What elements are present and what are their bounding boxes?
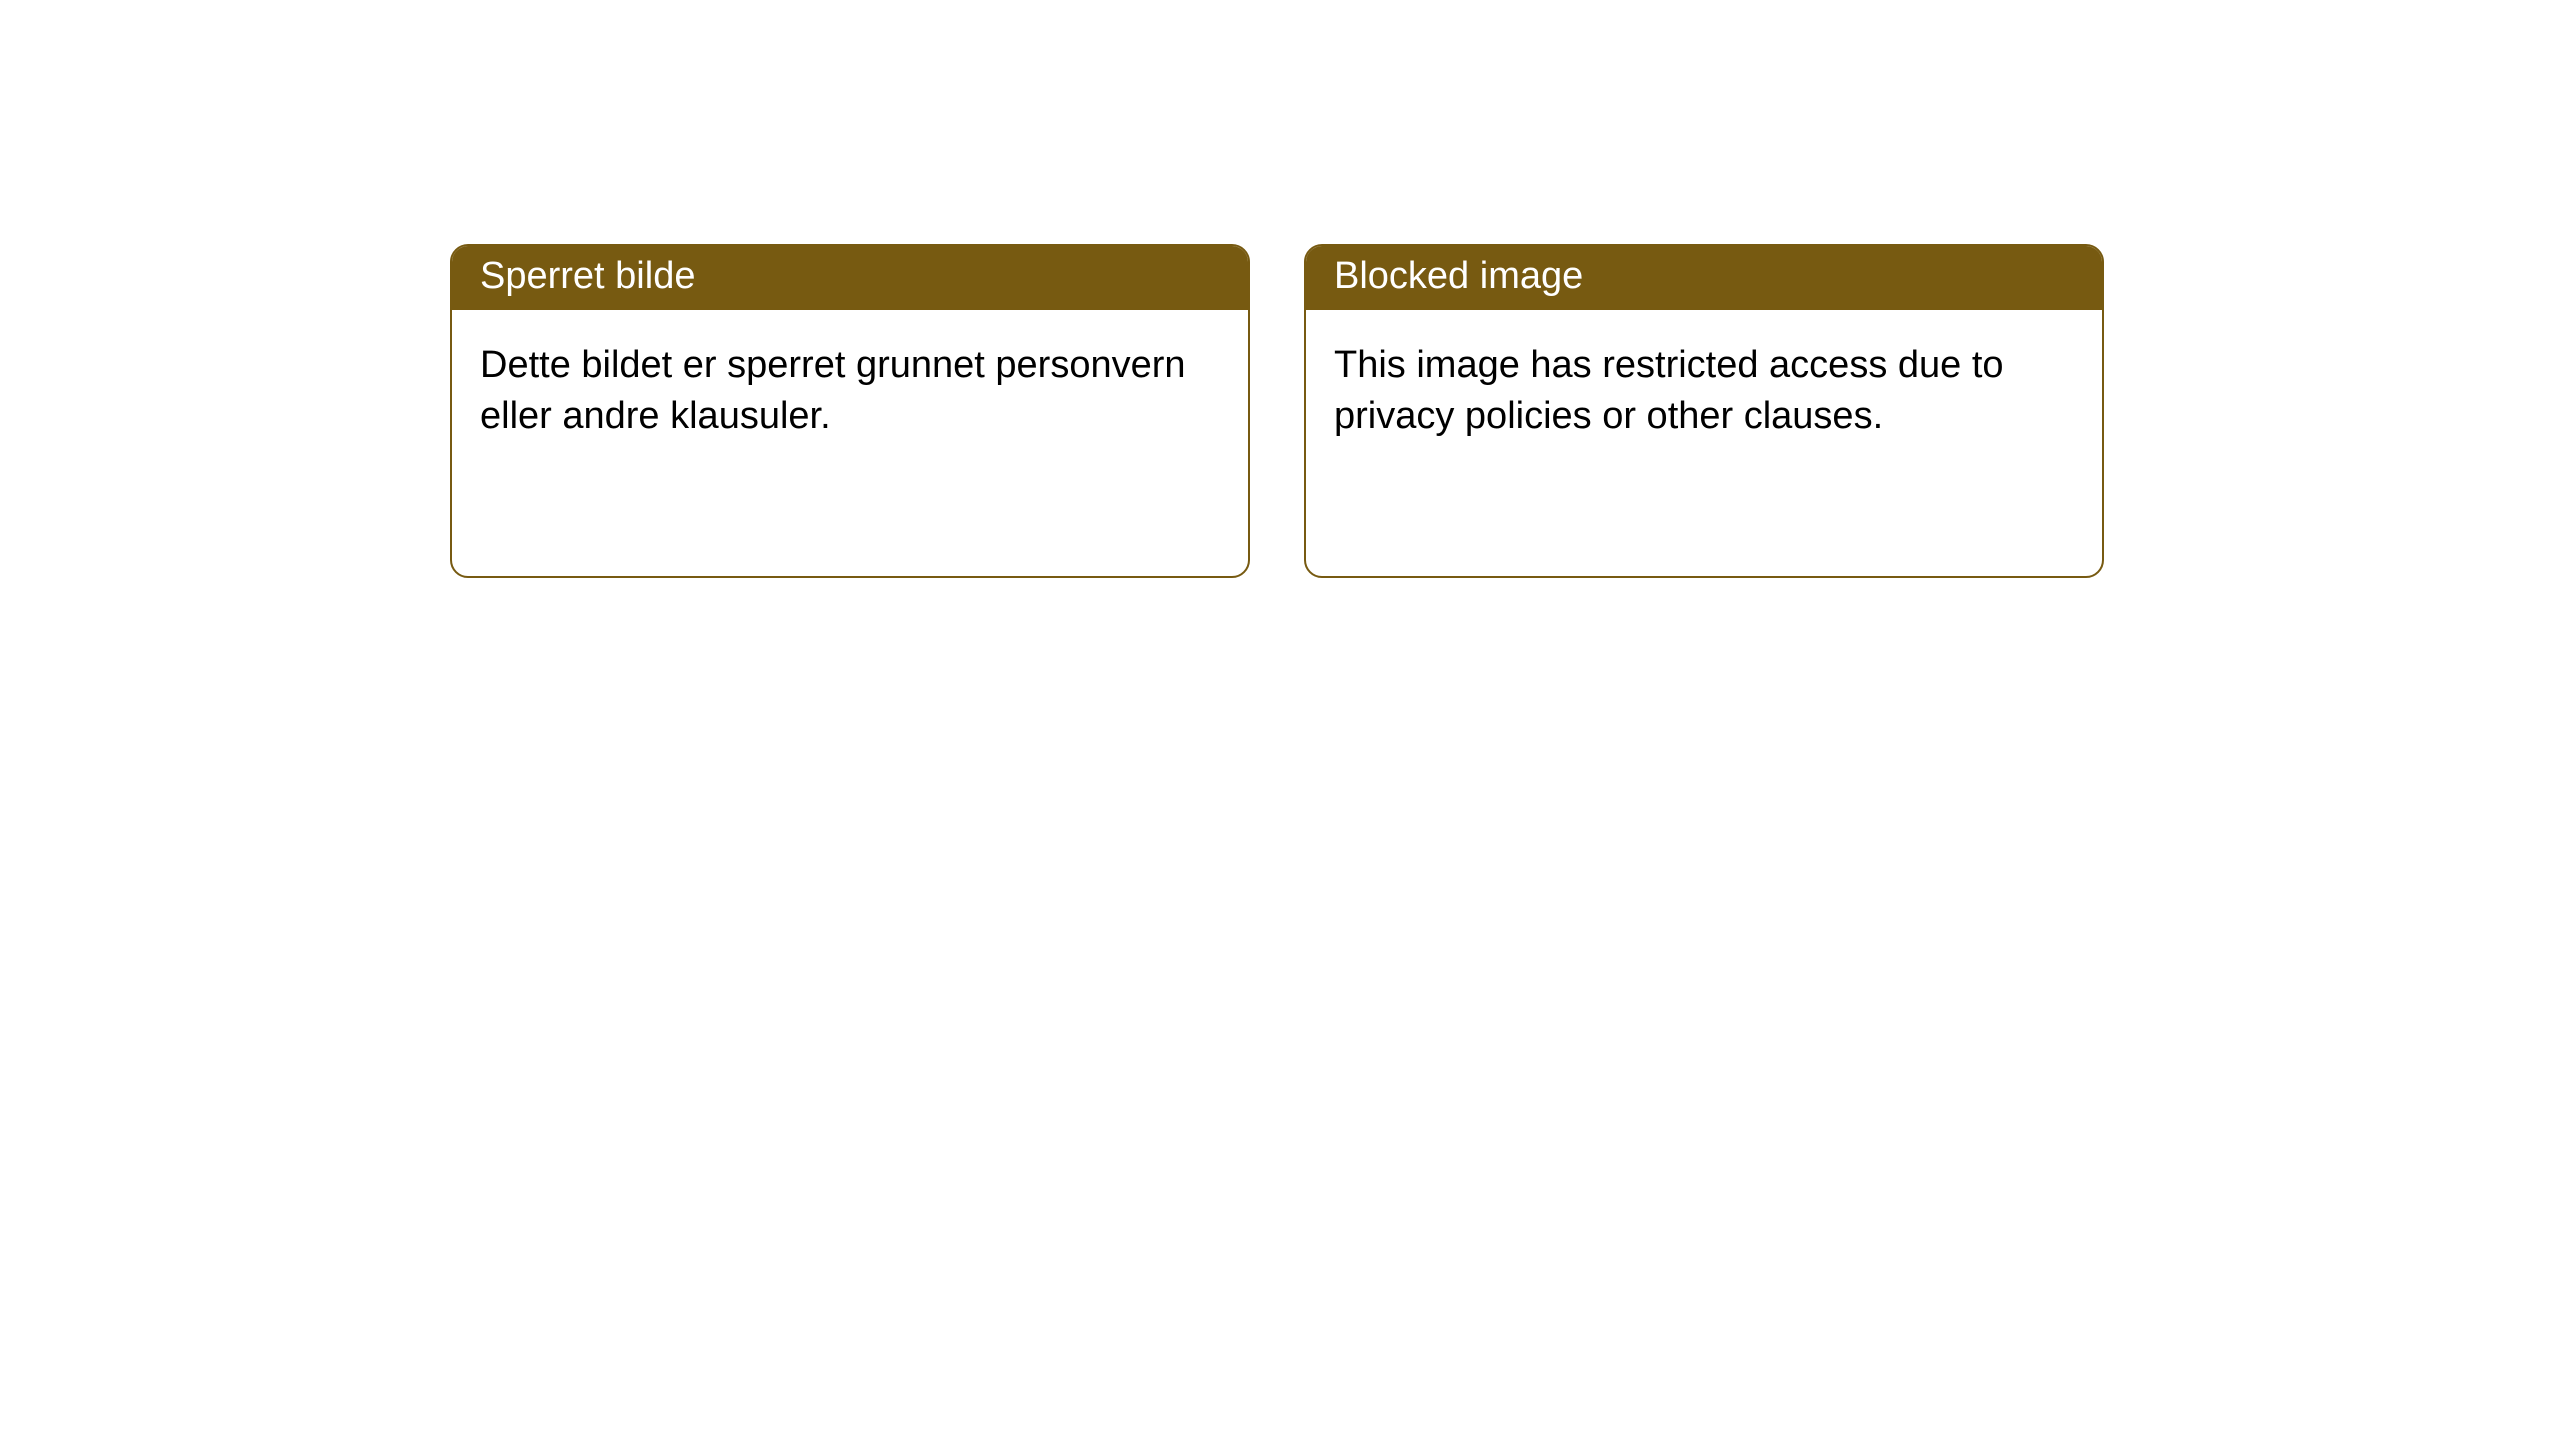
- notice-card-title: Sperret bilde: [452, 246, 1248, 310]
- notice-card-body: This image has restricted access due to …: [1306, 310, 2102, 473]
- notice-card-title: Blocked image: [1306, 246, 2102, 310]
- notice-card-norwegian: Sperret bilde Dette bildet er sperret gr…: [450, 244, 1250, 578]
- notice-cards-container: Sperret bilde Dette bildet er sperret gr…: [0, 0, 2560, 578]
- notice-card-body: Dette bildet er sperret grunnet personve…: [452, 310, 1248, 473]
- notice-card-english: Blocked image This image has restricted …: [1304, 244, 2104, 578]
